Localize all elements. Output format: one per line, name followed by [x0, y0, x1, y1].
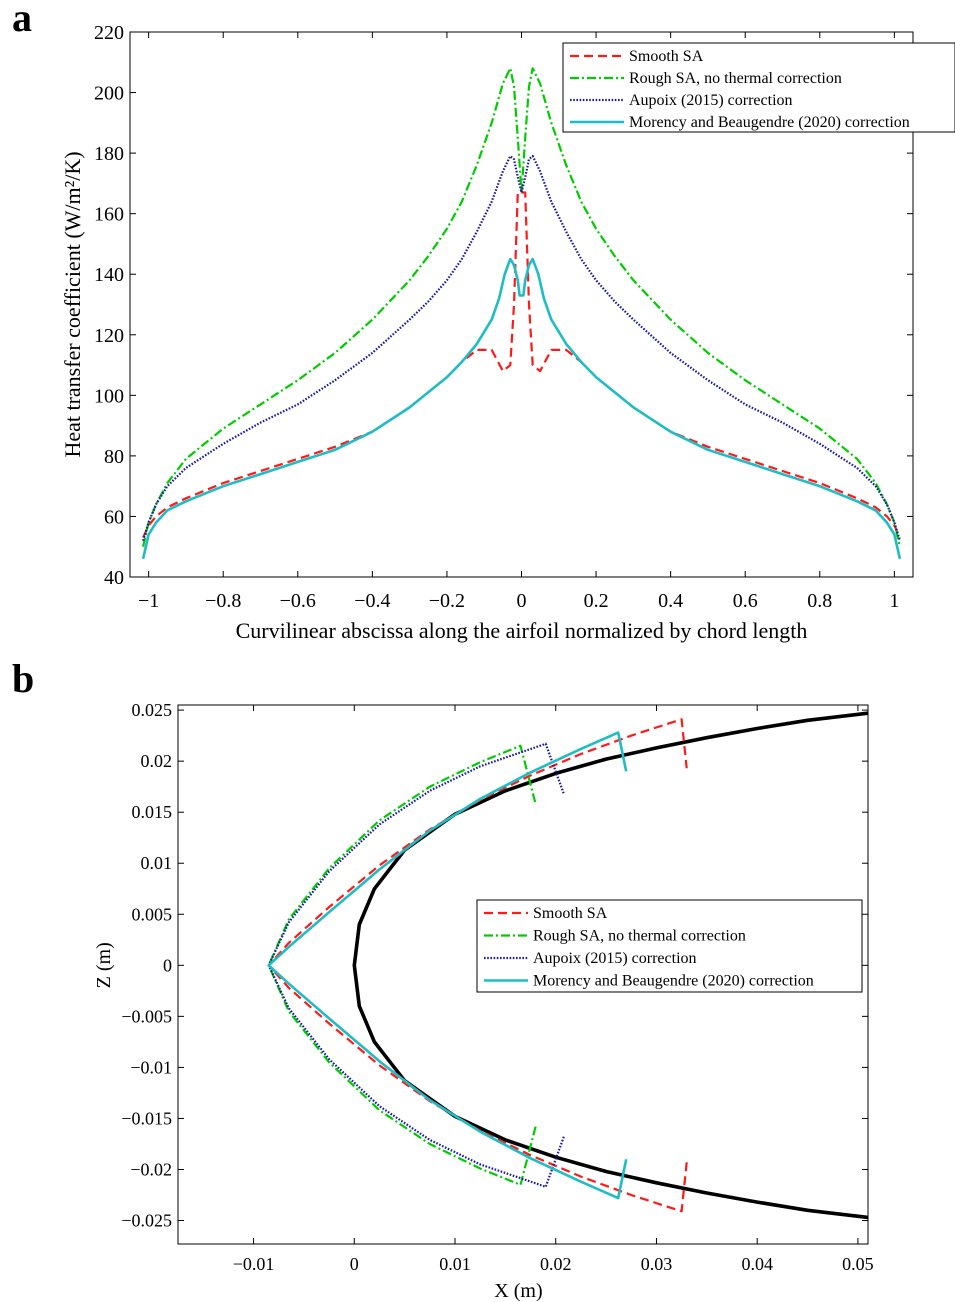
y-tick-label: 80 [104, 446, 124, 468]
series-line-2 [142, 155, 901, 542]
y-tick-label: 0.025 [132, 700, 173, 720]
y-tick-label: −0.01 [130, 1057, 172, 1077]
x-tick-label: 0 [350, 1254, 359, 1274]
panel-label-b: b [12, 656, 35, 701]
x-tick-label: −0.2 [429, 590, 465, 612]
x-tick-label: 0 [517, 590, 527, 612]
y-tick-label: 0.01 [141, 853, 173, 873]
y-tick-label: 140 [94, 264, 124, 286]
legend-box [562, 42, 955, 133]
y-tick-label: −0.025 [121, 1211, 172, 1231]
x-axis-label: Curvilinear abscissa along the airfoil n… [236, 618, 808, 643]
x-tick-label: 0.05 [842, 1254, 874, 1274]
y-axis-label: Z (m) [93, 942, 115, 988]
x-tick-label: 0.4 [658, 590, 683, 612]
airfoil-wall-line [352, 711, 868, 1220]
y-tick-label: 40 [104, 567, 124, 589]
y-tick-label: −0.02 [130, 1159, 172, 1179]
legend-entry-2: Aupoix (2015) correction [629, 92, 793, 109]
legend-entry-0: Smooth SA [629, 48, 704, 65]
y-tick-label: 0 [163, 955, 172, 975]
x-tick-label: −1 [138, 590, 159, 612]
axes-frame [177, 704, 869, 1245]
heat-transfer-chart: −1 −0.8 −0.6 −0.4 −0.2 0 0.2 0.4 0.6 0.8 140608010… [60, 22, 955, 643]
y-tick-label: 200 [94, 83, 124, 105]
legend: Smooth SA Rough SA, no thermal correction… [476, 899, 863, 993]
x-tick-label: 0.04 [741, 1254, 773, 1274]
y-tick-label: 0.005 [132, 904, 173, 924]
legend: Smooth SA Rough SA, no thermal correction… [562, 42, 955, 133]
series-line-3 [267, 731, 628, 1200]
x-tick-label: −0.6 [280, 590, 316, 612]
legend-box [476, 899, 863, 993]
series-line-0 [142, 191, 901, 539]
legend-entry-3: Morency and Beaugendre (2020) correction [533, 973, 814, 990]
x-tick-label: −0.4 [354, 590, 390, 612]
y-tick-label: 100 [94, 385, 124, 407]
x-tick-label: 0.6 [733, 590, 758, 612]
x-tick-label: 0.8 [807, 590, 832, 612]
y-axis-label: Heat transfer coefficient (W/m²/K) [60, 151, 85, 457]
y-tick-label: −0.005 [121, 1006, 172, 1026]
y-tick-label: −0.015 [121, 1108, 172, 1128]
x-axis-label: X (m) [494, 1280, 542, 1302]
y-tick-label: 120 [94, 325, 124, 347]
series-line-3 [141, 257, 902, 560]
plot-area [141, 67, 902, 560]
x-tick-label: 0.02 [540, 1254, 572, 1274]
legend-entry-1: Rough SA, no thermal correction [533, 928, 746, 945]
x-tick-label: −0.01 [233, 1254, 275, 1274]
x-tick-label: 0.03 [641, 1254, 673, 1274]
y-tick-label: 60 [104, 506, 124, 528]
legend-entry-2: Aupoix (2015) correction [533, 950, 697, 967]
series-line-1 [142, 67, 901, 547]
y-tick-label: 180 [94, 143, 124, 165]
legend-entry-0: Smooth SA [533, 905, 608, 922]
y-tick-label: 160 [94, 204, 124, 226]
x-tick-label: 0.2 [584, 590, 609, 612]
x-tick-label: −0.8 [205, 590, 241, 612]
x-tick-label: 1 [889, 590, 899, 612]
panel-label-a: a [12, 0, 32, 40]
y-tick-label: 0.02 [141, 751, 173, 771]
plot-area [267, 711, 868, 1220]
legend-entry-1: Rough SA, no thermal correction [629, 70, 842, 87]
y-tick-label: 0.015 [132, 802, 173, 822]
x-tick-label: 0.01 [439, 1254, 471, 1274]
legend-entry-3: Morency and Beaugendre (2020) correction [629, 114, 910, 131]
y-tick-label: 220 [94, 22, 124, 44]
